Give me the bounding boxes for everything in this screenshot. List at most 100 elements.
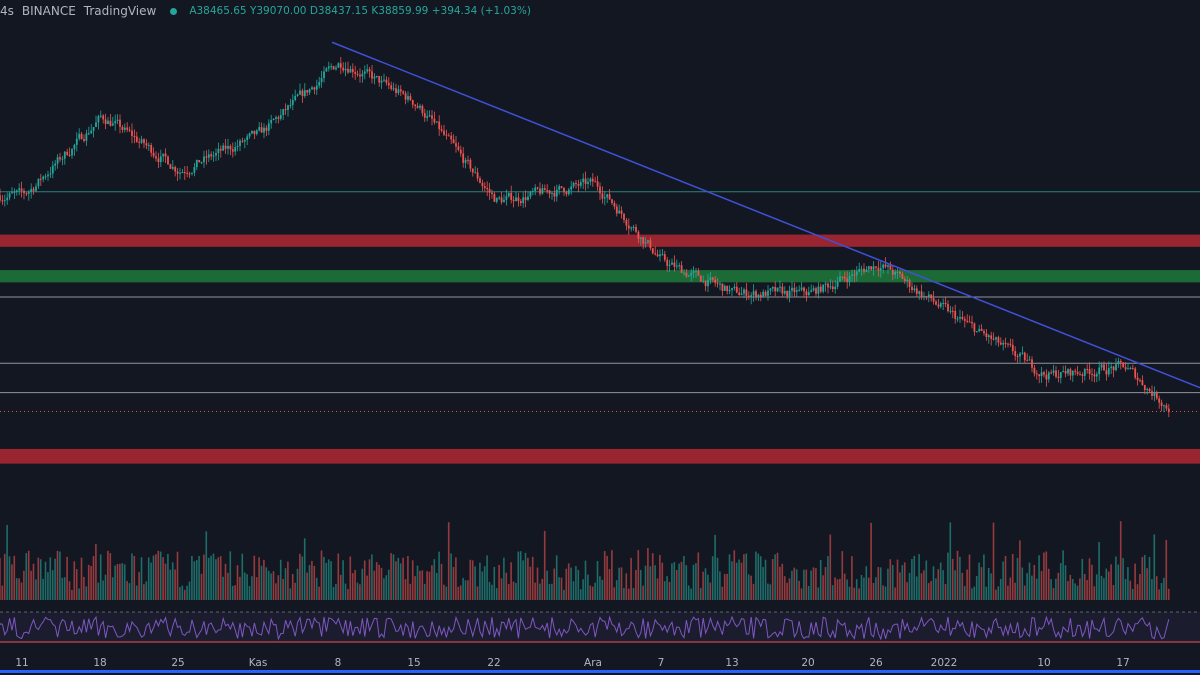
candle — [911, 282, 913, 294]
volume-bar — [793, 567, 796, 600]
volume-bar — [469, 559, 472, 600]
candle-body — [330, 66, 333, 68]
candle-body — [529, 191, 532, 197]
candle-body — [174, 167, 177, 172]
volume-bar — [284, 568, 287, 600]
candle-body — [577, 183, 580, 186]
close-value: 38859.99 — [378, 5, 429, 17]
candle — [44, 173, 47, 180]
candle-body — [186, 172, 189, 174]
candle-body — [222, 145, 225, 151]
candle-body — [399, 89, 402, 92]
candle-body — [1033, 367, 1036, 374]
candle-body — [1160, 402, 1163, 406]
candle-body — [450, 135, 453, 140]
candle-body — [1088, 369, 1091, 374]
candle — [1040, 366, 1043, 383]
volume-bar — [745, 553, 748, 600]
candle — [1057, 369, 1060, 383]
candle-body — [1064, 371, 1067, 374]
volume-bar — [611, 550, 613, 600]
candle — [791, 281, 793, 297]
volume-bar — [277, 575, 280, 600]
volume-bar — [995, 589, 997, 600]
candle — [471, 168, 474, 177]
volume-bar — [519, 551, 522, 600]
candle-body — [63, 151, 66, 159]
candle — [198, 159, 201, 163]
volume-bar — [889, 559, 892, 600]
candle — [162, 153, 165, 162]
volume-bar — [195, 560, 198, 600]
volume-bar — [666, 576, 668, 600]
candle — [282, 108, 285, 121]
candle-body — [891, 269, 894, 275]
volume-bar — [447, 522, 450, 600]
candle-body — [347, 68, 349, 73]
candle — [752, 284, 755, 302]
candle-body — [1081, 374, 1084, 376]
volume-bar — [812, 567, 815, 600]
volume-bar — [764, 559, 767, 600]
close-label: K — [371, 5, 379, 17]
volume-bar — [627, 588, 630, 600]
candle — [464, 157, 467, 169]
volume-bar — [426, 571, 428, 600]
candle — [155, 151, 157, 162]
volume-bar — [944, 583, 947, 600]
volume-bar — [368, 559, 371, 600]
candle — [195, 159, 198, 171]
candle — [510, 185, 513, 204]
candle — [126, 122, 129, 133]
interval-label[interactable]: 4s — [0, 4, 14, 18]
candle — [1107, 361, 1110, 377]
candle — [23, 188, 25, 200]
volume-pane — [0, 521, 1170, 600]
volume-bar — [637, 550, 640, 600]
volume-bar — [656, 578, 659, 600]
candle — [1002, 340, 1005, 351]
volume-bar — [253, 555, 256, 600]
time-axis-label: 2022 — [930, 657, 958, 669]
candle — [534, 184, 537, 196]
volume-bar — [699, 587, 702, 600]
candle-body — [145, 143, 148, 146]
volume-bar — [608, 569, 611, 600]
volume-bar — [1105, 568, 1108, 600]
candle — [529, 190, 532, 200]
candle-body — [647, 240, 649, 243]
candle-body — [224, 145, 227, 149]
candle — [1155, 390, 1158, 400]
candle-body — [1055, 370, 1057, 377]
time-axis-bar[interactable] — [0, 670, 1200, 673]
candle — [205, 150, 208, 165]
candle — [1079, 370, 1081, 376]
candle-body — [767, 290, 769, 296]
volume-bar — [882, 585, 884, 600]
candle — [987, 334, 990, 344]
candle — [42, 175, 45, 183]
candle — [1158, 395, 1161, 409]
candle-body — [949, 310, 952, 312]
volume-bar — [313, 565, 316, 600]
candle-body — [85, 133, 88, 141]
candle-body — [1083, 368, 1086, 376]
candle — [150, 142, 153, 157]
candle-body — [654, 253, 657, 255]
volume-bar — [270, 573, 272, 600]
volume-bar — [937, 569, 940, 600]
candle-body — [851, 274, 853, 276]
candle — [306, 89, 309, 97]
candle — [421, 104, 424, 117]
volume-bar — [1047, 568, 1050, 600]
ohlc-readout: A38465.65 Y39070.00 D38437.15 K38859.99 … — [189, 3, 531, 19]
candle — [236, 139, 239, 152]
candle — [207, 149, 210, 162]
candle-body — [1110, 366, 1113, 369]
candle-body — [318, 82, 321, 86]
volume-bar — [450, 553, 452, 600]
time-axis-label: 25 — [171, 657, 185, 669]
candle-body — [191, 172, 193, 174]
candle-body — [241, 140, 244, 142]
